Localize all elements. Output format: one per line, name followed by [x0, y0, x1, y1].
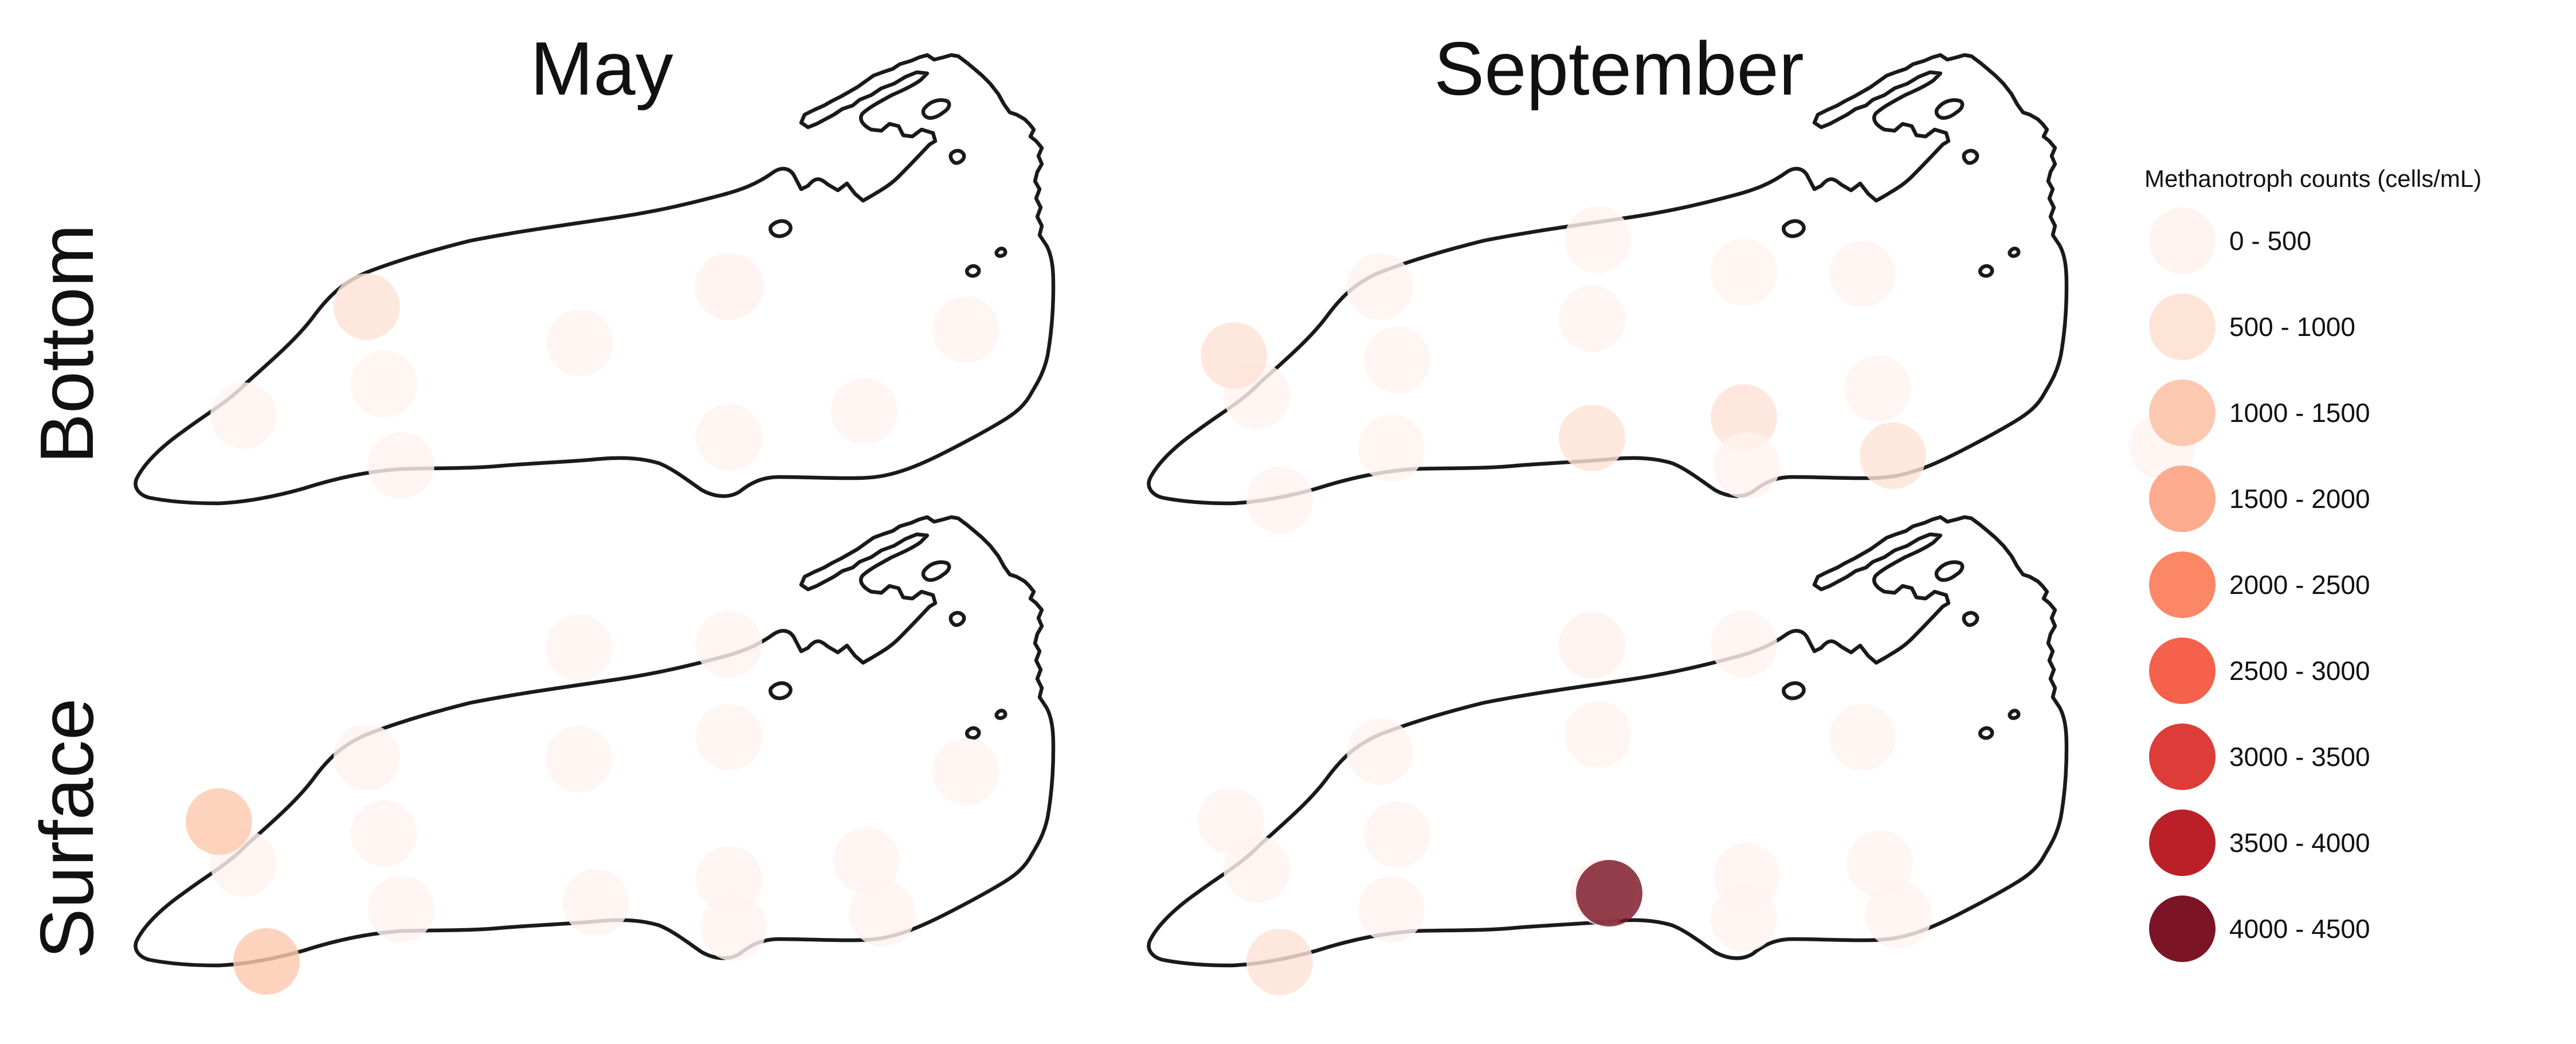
- station-marker-may-surface-13: [233, 928, 300, 995]
- station-marker-september-surface-11: [1865, 882, 1932, 948]
- legend-label-3: 1000 - 1500: [2229, 398, 2370, 428]
- station-marker-september-bottom-3: [1364, 327, 1430, 393]
- station-marker-may-surface-14: [696, 611, 762, 678]
- legend-swatch-6: [2149, 638, 2216, 704]
- station-marker-may-bottom-9: [831, 378, 897, 444]
- legend-label-7: 3000 - 3500: [2229, 742, 2370, 772]
- station-marker-september-surface-10: [1846, 830, 1913, 897]
- station-marker-september-surface-6: [1565, 701, 1631, 768]
- panel-may-bottom: [136, 55, 1053, 503]
- station-marker-may-surface-6: [546, 615, 612, 681]
- station-marker-september-bottom-6: [1201, 322, 1267, 389]
- station-marker-september-bottom-14: [1829, 241, 1896, 307]
- legend-label-8: 3500 - 4000: [2229, 828, 2370, 858]
- station-marker-september-bottom-8: [1559, 286, 1625, 352]
- station-marker-september-bottom-10: [1559, 405, 1625, 471]
- station-marker-september-bottom-12: [1711, 384, 1777, 451]
- legend-swatch-2: [2149, 294, 2216, 360]
- station-marker-may-bottom-1: [334, 273, 400, 340]
- station-marker-may-surface-4: [368, 876, 434, 943]
- stations-may-surface: [186, 611, 999, 995]
- legend-label-1: 0 - 500: [2229, 226, 2311, 256]
- station-marker-may-bottom-5: [547, 310, 613, 376]
- row-title-bottom: Bottom: [25, 224, 109, 464]
- station-marker-may-surface-1: [334, 724, 400, 791]
- station-marker-september-surface-13: [1358, 876, 1425, 943]
- panel-september-bottom: [1149, 55, 2195, 533]
- station-marker-may-surface-11: [700, 894, 767, 961]
- station-marker-may-bottom-2: [210, 382, 277, 449]
- legend-label-2: 500 - 1000: [2229, 312, 2355, 342]
- station-marker-may-bottom-10: [695, 253, 761, 320]
- station-marker-september-surface-3: [1364, 801, 1430, 868]
- station-marker-september-surface-15: [1576, 860, 1642, 926]
- station-marker-september-surface-12: [1198, 788, 1264, 854]
- station-marker-september-bottom-13: [1714, 432, 1780, 499]
- station-marker-september-surface-8: [1711, 885, 1777, 952]
- legend: Methanotroph counts (cells/mL) 0 - 500 50…: [2144, 165, 2481, 962]
- station-marker-may-surface-15: [833, 827, 900, 894]
- legend-swatch-9: [2149, 896, 2216, 962]
- panel-may-surface: [136, 517, 1053, 995]
- legend-swatch-3: [2149, 380, 2216, 446]
- stations-september-bottom: [1201, 206, 2195, 533]
- station-marker-september-bottom-4: [1246, 467, 1313, 533]
- station-marker-september-surface-16: [1711, 611, 1777, 678]
- legend-swatch-1: [2149, 208, 2216, 274]
- station-marker-may-bottom-3: [351, 351, 417, 417]
- legend-label-4: 1500 - 2000: [2229, 484, 2370, 514]
- legend-entries: 0 - 500 500 - 1000 1000 - 1500 1500 - 2000 2…: [2149, 208, 2370, 962]
- station-marker-may-surface-9: [696, 704, 762, 771]
- stations-may-bottom: [210, 253, 999, 499]
- legend-label-6: 2500 - 3000: [2229, 656, 2370, 686]
- column-title-september: September: [1434, 26, 1804, 111]
- station-marker-september-bottom-15: [1844, 355, 1911, 422]
- lake-outline-may-bottom: [136, 55, 1053, 503]
- legend-swatch-4: [2149, 466, 2216, 532]
- legend-title: Methanotroph counts (cells/mL): [2144, 165, 2481, 192]
- station-marker-september-bottom-16: [1860, 423, 1926, 489]
- row-title-surface: Surface: [25, 698, 109, 959]
- station-marker-september-surface-1: [1347, 718, 1413, 785]
- station-marker-september-surface-14: [1559, 612, 1625, 679]
- station-marker-may-bottom-8: [932, 296, 999, 363]
- stations-september-surface: [1198, 611, 1932, 995]
- station-marker-september-bottom-11: [1711, 239, 1777, 306]
- station-marker-september-surface-9: [1829, 704, 1896, 771]
- station-marker-may-surface-16: [849, 880, 916, 947]
- station-marker-september-bottom-1: [1347, 253, 1413, 320]
- column-title-may: May: [530, 26, 673, 111]
- panel-september-surface: [1149, 517, 2067, 995]
- legend-label-9: 4000 - 4500: [2229, 914, 2370, 944]
- legend-swatch-5: [2149, 552, 2216, 618]
- station-marker-may-surface-8: [186, 788, 252, 855]
- station-marker-may-bottom-4: [368, 432, 434, 499]
- station-marker-may-surface-3: [351, 800, 417, 867]
- station-marker-may-surface-12: [932, 738, 999, 805]
- station-marker-september-bottom-7: [1358, 415, 1425, 482]
- station-marker-september-surface-17: [1246, 929, 1313, 995]
- station-marker-may-surface-5: [546, 726, 612, 792]
- legend-label-5: 2000 - 2500: [2229, 570, 2370, 600]
- station-marker-september-bottom-9: [1565, 206, 1631, 273]
- legend-swatch-7: [2149, 724, 2216, 790]
- station-marker-may-surface-10: [696, 846, 762, 913]
- legend-swatch-8: [2149, 810, 2216, 876]
- station-marker-may-surface-7: [563, 869, 629, 936]
- station-marker-may-bottom-7: [696, 404, 762, 471]
